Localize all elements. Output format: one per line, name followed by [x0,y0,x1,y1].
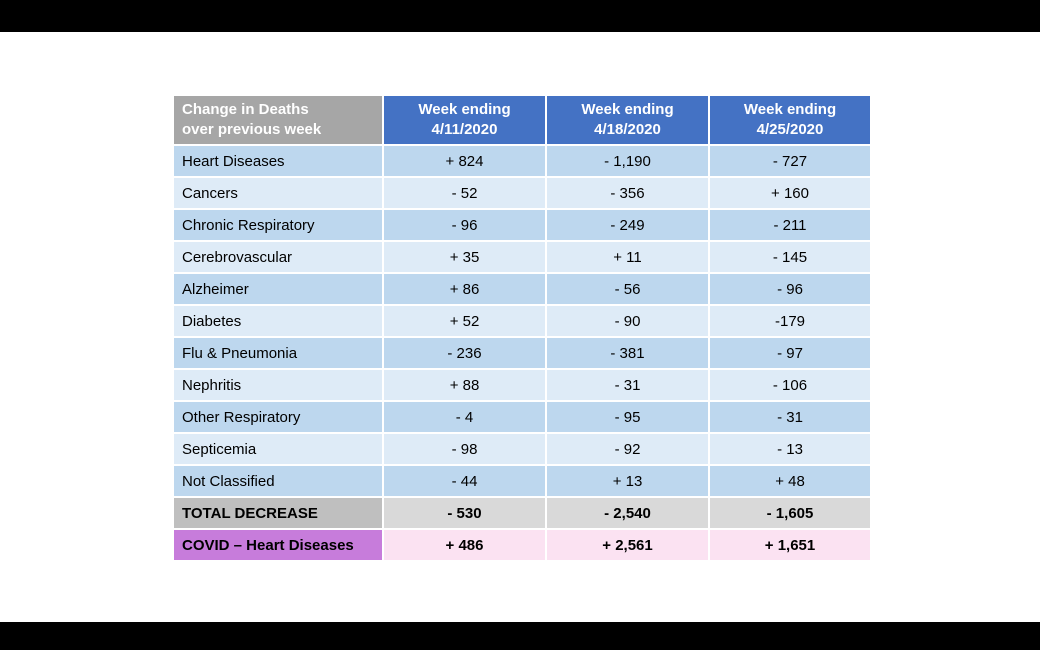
table-row: Alzheimer + 86 - 56 - 96 [172,272,872,306]
cell-value: - 2,540 [545,496,710,530]
row-label: Alzheimer [172,272,384,306]
cell-value: - 1,190 [545,144,710,178]
row-label: Chronic Respiratory [172,208,384,242]
covid-heart-diseases-row: COVID – Heart Diseases + 486 + 2,561 + 1… [172,528,872,562]
week-header-cell: Week ending 4/11/2020 [382,94,547,146]
cell-value: - 106 [708,368,872,402]
table-row: Cancers - 52 - 356 + 160 [172,176,872,210]
table-row: Flu & Pneumonia - 236 - 381 - 97 [172,336,872,370]
header-row: Change in Deaths over previous week Week… [172,94,872,146]
week-header-cell: Week ending 4/25/2020 [708,94,872,146]
row-label: Cancers [172,176,384,210]
table-row: Diabetes + 52 - 90 -179 [172,304,872,338]
cell-value: + 48 [708,464,872,498]
cell-value: + 35 [382,240,547,274]
cell-value: - 249 [545,208,710,242]
table-row: Other Respiratory - 4 - 95 - 31 [172,400,872,434]
cell-value: - 31 [708,400,872,434]
row-label: Other Respiratory [172,400,384,434]
week-header-cell: Week ending 4/18/2020 [545,94,710,146]
row-label: Not Classified [172,464,384,498]
cell-value: - 145 [708,240,872,274]
cell-value: + 160 [708,176,872,210]
table-row: Nephritis + 88 - 31 - 106 [172,368,872,402]
cell-value: -179 [708,304,872,338]
cell-value: + 52 [382,304,547,338]
cell-value: + 86 [382,272,547,306]
cell-value: - 96 [382,208,547,242]
row-label: Cerebrovascular [172,240,384,274]
cell-value: - 44 [382,464,547,498]
letterbox-top [0,0,1040,32]
cell-value: - 52 [382,176,547,210]
slide-area: Change in Deaths over previous week Week… [0,32,1040,622]
deaths-table: Change in Deaths over previous week Week… [172,94,872,562]
cell-value: - 211 [708,208,872,242]
letterbox-bottom [0,622,1040,650]
table-row: Septicemia - 98 - 92 - 13 [172,432,872,466]
table-row: Heart Diseases + 824 - 1,190 - 727 [172,144,872,178]
table-row: Not Classified - 44 + 13 + 48 [172,464,872,498]
corner-header-cell: Change in Deaths over previous week [172,94,384,146]
row-label: TOTAL DECREASE [172,496,384,530]
row-label: Nephritis [172,368,384,402]
cell-value: - 98 [382,432,547,466]
row-label: Heart Diseases [172,144,384,178]
cell-value: - 31 [545,368,710,402]
cell-value: - 96 [708,272,872,306]
cell-value: - 356 [545,176,710,210]
row-label: Flu & Pneumonia [172,336,384,370]
cell-value: - 90 [545,304,710,338]
cell-value: + 1,651 [708,528,872,562]
cell-value: + 486 [382,528,547,562]
cell-value: - 530 [382,496,547,530]
cell-value: + 11 [545,240,710,274]
row-label: Diabetes [172,304,384,338]
row-label: Septicemia [172,432,384,466]
table-row: Cerebrovascular + 35 + 11 - 145 [172,240,872,274]
total-decrease-row: TOTAL DECREASE - 530 - 2,540 - 1,605 [172,496,872,530]
table-row: Chronic Respiratory - 96 - 249 - 211 [172,208,872,242]
cell-value: + 824 [382,144,547,178]
row-label: COVID – Heart Diseases [172,528,384,562]
cell-value: + 88 [382,368,547,402]
cell-value: + 2,561 [545,528,710,562]
cell-value: - 727 [708,144,872,178]
cell-value: - 92 [545,432,710,466]
cell-value: + 13 [545,464,710,498]
cell-value: - 236 [382,336,547,370]
cell-value: - 95 [545,400,710,434]
cell-value: - 13 [708,432,872,466]
cell-value: - 1,605 [708,496,872,530]
cell-value: - 97 [708,336,872,370]
cell-value: - 4 [382,400,547,434]
cell-value: - 56 [545,272,710,306]
cell-value: - 381 [545,336,710,370]
